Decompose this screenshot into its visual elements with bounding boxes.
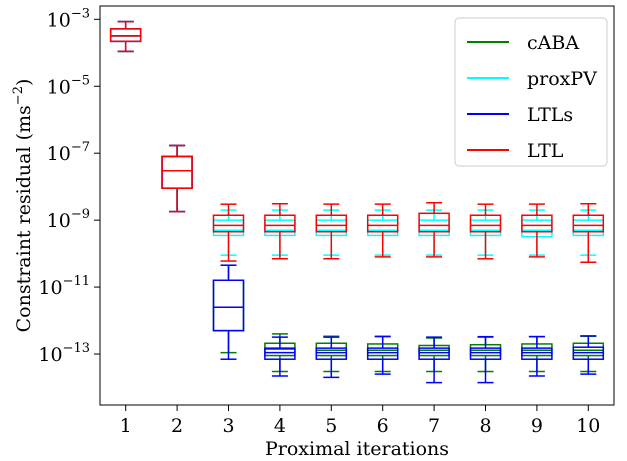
box-iqr [315, 214, 348, 233]
y-axis-label-main: Constraint residual (ms [13, 105, 35, 332]
box-LTLs-6 [366, 335, 399, 375]
legend-item-LTLs: LTLs [467, 104, 573, 126]
box-LTLs-8 [469, 335, 502, 384]
box-LTLs-5 [315, 336, 348, 379]
y-tick-label: 10−9 [47, 207, 90, 232]
box-LTL-9 [521, 203, 553, 258]
box-iqr [212, 214, 245, 233]
box-iqr [366, 214, 399, 233]
boxes-layer [109, 20, 605, 384]
box-iqr [366, 347, 399, 360]
x-tick-label: 5 [325, 415, 337, 437]
y-axis-label: Constraint residual (ms−2) [11, 79, 35, 333]
box-iqr [572, 214, 605, 233]
y-tick-label: 10−5 [47, 73, 90, 98]
legend-frame [454, 17, 608, 167]
box-iqr [161, 155, 193, 189]
box-LTL-3 [212, 203, 245, 262]
box-LTL-1 [109, 20, 142, 53]
y-tick-label: 10−3 [47, 6, 90, 31]
legend-label: LTLs [527, 104, 573, 126]
box-LTL-5 [315, 203, 348, 260]
box-iqr [109, 28, 142, 43]
y-axis-label-close: ) [13, 79, 35, 86]
legend-item-cABA: cABA [467, 32, 579, 54]
box-iqr [418, 212, 450, 233]
y-axis: 10−3 10−5 10−7 10−9 10−11 10−13 [38, 6, 100, 366]
box-iqr [264, 214, 296, 233]
box-iqr [469, 347, 502, 360]
series-LTL-group [109, 20, 605, 264]
box-LTL-2 [161, 144, 193, 213]
box-iqr [418, 347, 450, 360]
box-LTL-6 [366, 203, 399, 258]
box-iqr [264, 347, 296, 360]
box-iqr [521, 347, 553, 360]
x-tick-label: 6 [377, 415, 389, 437]
box-iqr [469, 214, 502, 233]
x-axis-label: Proximal iterations [265, 438, 449, 460]
x-tick-label: 4 [274, 415, 286, 437]
box-LTL-8 [469, 203, 502, 260]
x-axis: 1 2 3 4 5 6 7 8 9 10 [120, 405, 600, 437]
legend-label: cABA [527, 32, 579, 54]
box-LTL-10 [572, 202, 605, 264]
legend-item-LTL: LTL [467, 140, 564, 162]
x-tick-label: 9 [531, 415, 543, 437]
box-LTL-4 [264, 202, 296, 260]
box-LTLs-9 [521, 335, 553, 377]
legend-label: LTL [527, 140, 564, 162]
box-LTLs-10 [572, 335, 605, 375]
y-tick-label: 10−11 [38, 274, 90, 299]
box-iqr [521, 214, 553, 233]
box-LTL-7 [418, 202, 450, 258]
box-LTLs-3 [212, 264, 245, 360]
x-tick-label: 10 [576, 415, 600, 437]
box-iqr [315, 347, 348, 360]
legend-item-proxPV: proxPV [467, 68, 597, 90]
plot-frame [99, 5, 615, 406]
y-axis-label-exponent: −2 [11, 86, 26, 105]
box-LTLs-7 [418, 336, 450, 384]
y-tick-label: 10−13 [38, 341, 90, 366]
x-tick-label: 3 [222, 415, 234, 437]
legend-label: proxPV [527, 68, 597, 90]
y-tick-label: 10−7 [47, 140, 90, 165]
box-LTLs-4 [264, 336, 296, 377]
x-tick-label: 2 [171, 415, 183, 437]
legend: cABA proxPV LTLs LTL [454, 17, 608, 167]
x-tick-label: 8 [479, 415, 491, 437]
box-iqr [212, 279, 245, 332]
x-tick-label: 1 [120, 415, 132, 437]
x-tick-label: 7 [428, 415, 440, 437]
